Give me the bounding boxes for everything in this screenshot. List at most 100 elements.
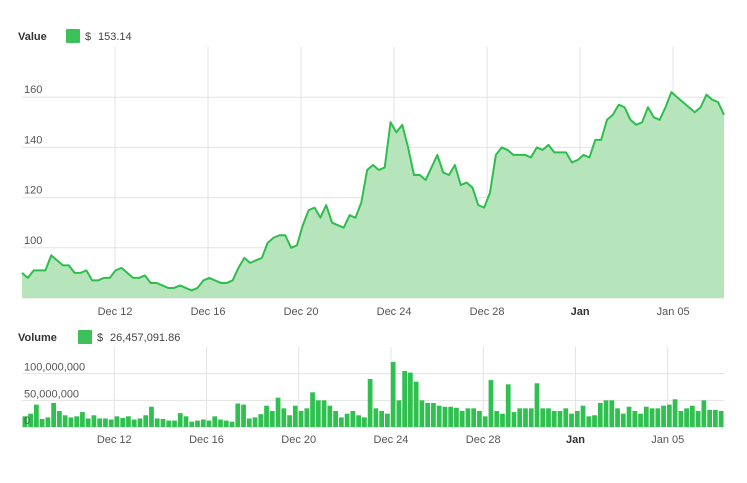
volume-bar xyxy=(160,419,166,427)
volume-bar xyxy=(126,416,131,427)
volume-x-ticks: Dec 12 Dec 16 Dec 20 Dec 24 Dec 28 Jan Jan 05 xyxy=(97,434,684,446)
volume-bar xyxy=(28,413,33,427)
volume-bar xyxy=(666,404,672,427)
volume-bar xyxy=(482,416,488,427)
volume-bar xyxy=(131,419,137,427)
volume-bar xyxy=(459,411,465,427)
volume-bar xyxy=(649,408,655,427)
volume-bar xyxy=(258,414,264,427)
volume-bar xyxy=(488,380,494,427)
volume-bar xyxy=(108,419,114,427)
volume-y-ticks: 0 50,000,000 100,000,000 xyxy=(24,362,85,427)
volume-bar xyxy=(189,421,195,427)
value-y-tick-label: 140 xyxy=(24,134,42,146)
volume-bar xyxy=(390,361,396,427)
volume-x-tick-label: Dec 28 xyxy=(466,434,501,446)
value-y-tick-label: 120 xyxy=(24,185,42,197)
volume-bar xyxy=(643,406,649,427)
volume-x-tick-label: Jan 05 xyxy=(651,434,684,446)
volume-y-tick-label: 50,000,000 xyxy=(24,388,79,400)
volume-bar xyxy=(149,406,154,427)
volume-bar xyxy=(166,420,172,427)
volume-bar xyxy=(62,415,68,427)
volume-bar xyxy=(402,371,408,427)
volume-bar xyxy=(287,415,292,427)
volume-bar xyxy=(477,411,482,427)
volume-bar xyxy=(569,413,574,427)
volume-bar xyxy=(557,411,563,427)
volume-bar xyxy=(431,403,436,427)
volume-x-tick-label: Dec 16 xyxy=(189,434,224,446)
volume-bar xyxy=(597,403,603,427)
value-y-ticks: 80100120140160 xyxy=(24,84,42,297)
value-x-tick-label: Jan xyxy=(571,306,590,318)
volume-bar xyxy=(454,407,459,427)
volume-bar xyxy=(528,408,534,427)
volume-x-tick-label: Dec 12 xyxy=(97,434,132,446)
volume-bar xyxy=(315,400,321,427)
volume-bar xyxy=(195,420,200,427)
volume-bar xyxy=(465,408,471,427)
value-line xyxy=(21,91,725,292)
value-x-ticks: Dec 12 Dec 16 Dec 20 Dec 24 Dec 28 Jan Jan 05 xyxy=(98,306,690,318)
volume-bar xyxy=(540,408,546,427)
value-legend-swatch xyxy=(66,29,80,43)
volume-bar xyxy=(546,408,551,427)
volume-legend-swatch xyxy=(78,330,92,344)
volume-bar xyxy=(235,403,241,427)
volume-bar xyxy=(517,408,523,427)
volume-bar xyxy=(448,406,454,427)
volume-currency: $ xyxy=(97,332,103,344)
volume-bar xyxy=(436,405,442,427)
volume-bar xyxy=(91,415,97,427)
volume-bar xyxy=(684,408,689,427)
volume-bar xyxy=(246,418,252,427)
volume-bar xyxy=(137,418,143,427)
volume-bar xyxy=(379,411,384,427)
volume-bar xyxy=(701,400,707,427)
volume-bar xyxy=(143,415,149,427)
volume-bar xyxy=(408,372,413,427)
volume-bar xyxy=(68,417,74,427)
volume-bar xyxy=(580,405,586,427)
volume-bar xyxy=(574,411,580,427)
volume-bar xyxy=(85,418,91,427)
volume-bar xyxy=(632,411,638,427)
volume-bar xyxy=(718,411,724,427)
volume-bar xyxy=(269,411,275,427)
volume-bar xyxy=(419,400,425,427)
volume-bar xyxy=(223,420,229,427)
volume-bar xyxy=(103,418,108,427)
volume-bar xyxy=(563,408,569,427)
volume-bar xyxy=(500,413,505,427)
volume-bar xyxy=(57,411,62,427)
volume-bar xyxy=(22,416,28,427)
volume-bar xyxy=(333,411,338,427)
volume-bar xyxy=(678,411,684,427)
value-x-tick-label: Dec 28 xyxy=(470,306,505,318)
volume-bar xyxy=(34,404,39,427)
volume-bar xyxy=(626,406,632,427)
volume-bar xyxy=(505,384,511,427)
value-y-tick-label: 100 xyxy=(24,235,42,247)
volume-bar xyxy=(356,415,361,427)
volume-current: 26,457,091.86 xyxy=(110,332,180,344)
volume-bar xyxy=(154,418,160,427)
volume-bar xyxy=(292,405,298,427)
volume-bar xyxy=(551,411,557,427)
volume-bar xyxy=(80,412,85,427)
volume-bar xyxy=(206,420,212,427)
volume-y-tick-label: 0 xyxy=(24,415,30,427)
volume-bar xyxy=(672,399,678,427)
volume-bar xyxy=(523,408,528,427)
volume-x-tick-label: Dec 20 xyxy=(281,434,316,446)
value-x-tick-label: Jan 05 xyxy=(657,306,690,318)
volume-bar xyxy=(471,408,477,427)
volume-y-tick-label: 100,000,000 xyxy=(24,362,85,374)
value-grid xyxy=(22,47,724,299)
volume-bar xyxy=(373,408,379,427)
volume-bar xyxy=(45,417,51,427)
volume-bar xyxy=(281,408,287,427)
volume-bar xyxy=(609,400,615,427)
